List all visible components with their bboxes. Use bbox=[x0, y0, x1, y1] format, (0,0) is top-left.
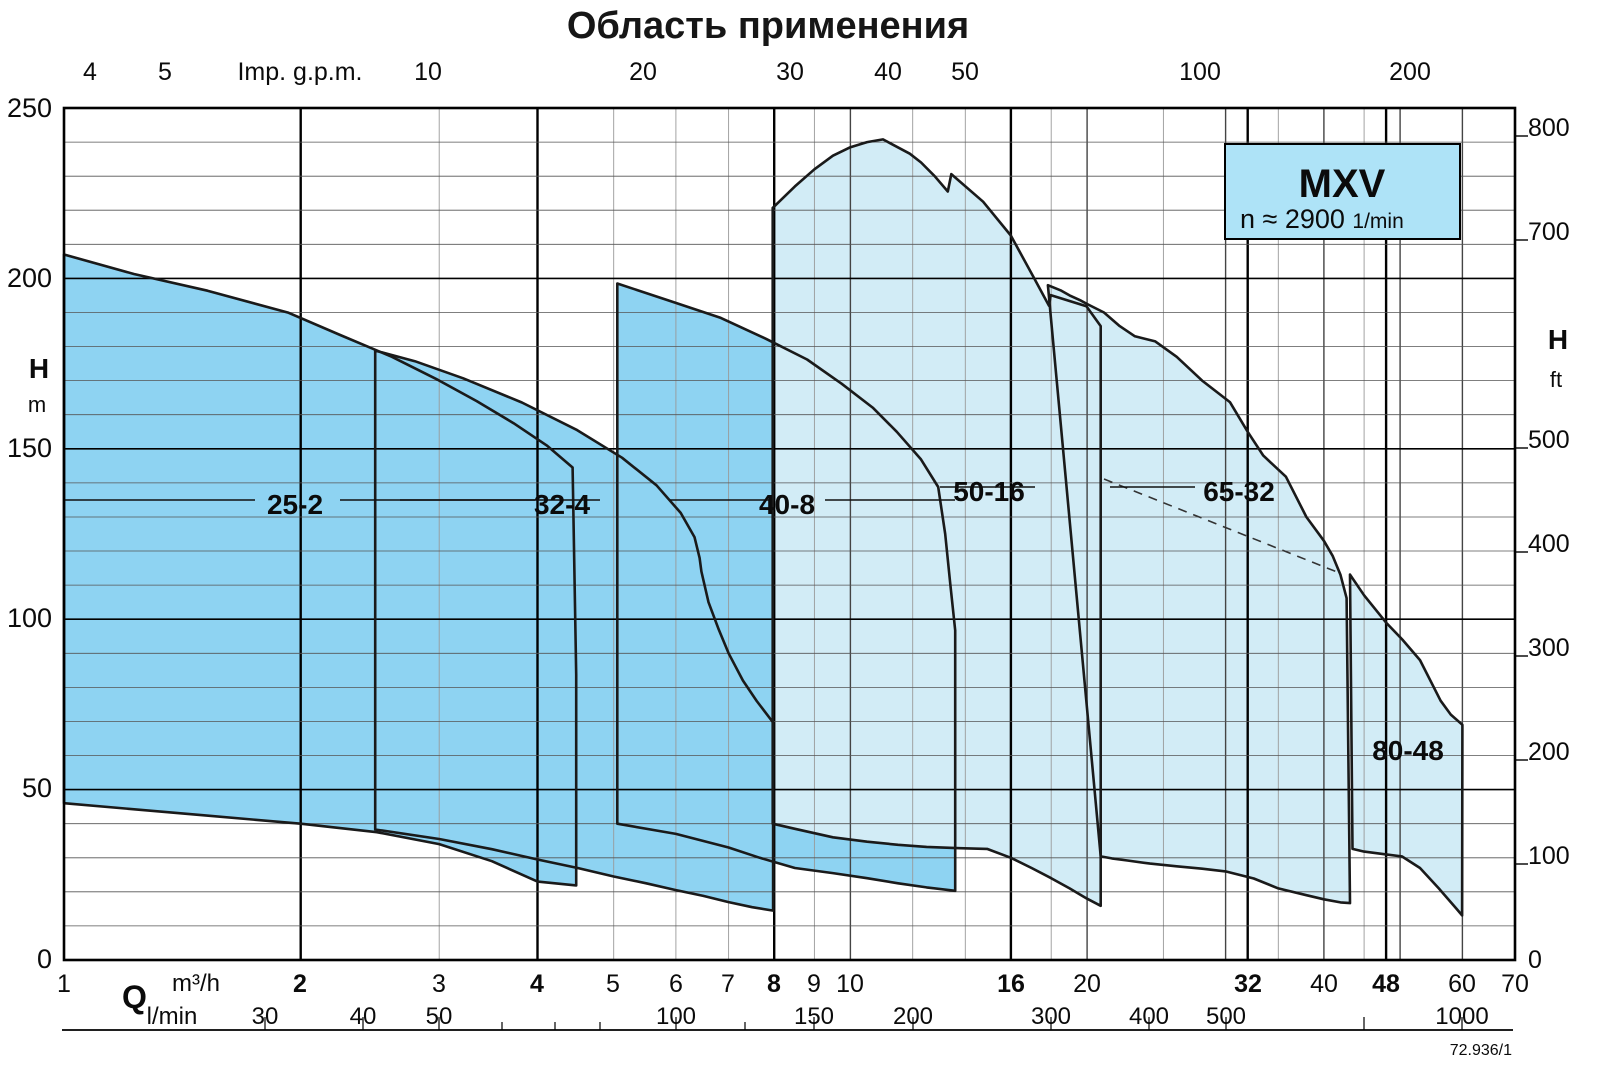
svg-text:40: 40 bbox=[1310, 970, 1338, 998]
svg-text:m: m bbox=[28, 392, 46, 417]
svg-text:700: 700 bbox=[1528, 218, 1570, 246]
svg-text:ft: ft bbox=[1550, 367, 1562, 392]
svg-text:Q: Q bbox=[122, 979, 147, 1015]
svg-text:50-16: 50-16 bbox=[953, 476, 1025, 507]
svg-text:72.936/1: 72.936/1 bbox=[1450, 1042, 1512, 1059]
svg-text:H: H bbox=[29, 353, 49, 384]
svg-text:H: H bbox=[1548, 324, 1568, 355]
svg-text:40-8: 40-8 bbox=[759, 489, 815, 520]
svg-text:250: 250 bbox=[7, 93, 52, 123]
svg-text:100: 100 bbox=[7, 603, 52, 633]
svg-text:300: 300 bbox=[1528, 634, 1570, 662]
svg-text:20: 20 bbox=[629, 58, 657, 86]
svg-text:400: 400 bbox=[1528, 530, 1570, 558]
svg-text:3: 3 bbox=[432, 970, 446, 998]
svg-text:500: 500 bbox=[1528, 426, 1570, 454]
svg-text:32: 32 bbox=[1234, 970, 1262, 998]
svg-text:25-2: 25-2 bbox=[267, 489, 323, 520]
svg-text:200: 200 bbox=[1528, 738, 1570, 766]
svg-text:4: 4 bbox=[530, 970, 544, 998]
svg-text:8: 8 bbox=[767, 970, 781, 998]
svg-text:0: 0 bbox=[37, 944, 52, 974]
svg-text:10: 10 bbox=[836, 970, 864, 998]
svg-text:1: 1 bbox=[57, 970, 71, 998]
svg-text:10: 10 bbox=[414, 58, 442, 86]
svg-text:5: 5 bbox=[606, 970, 620, 998]
svg-text:100: 100 bbox=[1179, 58, 1221, 86]
svg-text:MXV: MXV bbox=[1299, 162, 1386, 206]
svg-text:200: 200 bbox=[7, 263, 52, 293]
svg-text:50: 50 bbox=[22, 773, 52, 803]
svg-text:65-32: 65-32 bbox=[1203, 476, 1275, 507]
svg-text:30: 30 bbox=[776, 58, 804, 86]
svg-text:32-4: 32-4 bbox=[534, 489, 590, 520]
svg-text:50: 50 bbox=[951, 58, 979, 86]
svg-text:40: 40 bbox=[874, 58, 902, 86]
svg-text:2: 2 bbox=[293, 970, 307, 998]
svg-text:100: 100 bbox=[1528, 842, 1570, 870]
svg-text:7: 7 bbox=[721, 970, 735, 998]
svg-text:m³/h: m³/h bbox=[172, 970, 220, 997]
svg-text:Область применения: Область применения bbox=[567, 5, 969, 47]
svg-text:48: 48 bbox=[1372, 970, 1400, 998]
svg-text:150: 150 bbox=[7, 433, 52, 463]
svg-text:800: 800 bbox=[1528, 114, 1570, 142]
svg-text:0: 0 bbox=[1528, 946, 1542, 974]
svg-text:6: 6 bbox=[669, 970, 683, 998]
svg-text:16: 16 bbox=[997, 970, 1025, 998]
svg-text:l/min: l/min bbox=[147, 1003, 198, 1030]
svg-text:4: 4 bbox=[83, 58, 97, 86]
svg-text:80-48: 80-48 bbox=[1372, 735, 1444, 766]
svg-text:200: 200 bbox=[1389, 58, 1431, 86]
svg-text:70: 70 bbox=[1501, 970, 1529, 998]
svg-text:60: 60 bbox=[1448, 970, 1476, 998]
svg-text:20: 20 bbox=[1073, 970, 1101, 998]
svg-text:5: 5 bbox=[158, 58, 172, 86]
svg-text:Imp. g.p.m.: Imp. g.p.m. bbox=[237, 58, 362, 86]
svg-text:9: 9 bbox=[807, 970, 821, 998]
